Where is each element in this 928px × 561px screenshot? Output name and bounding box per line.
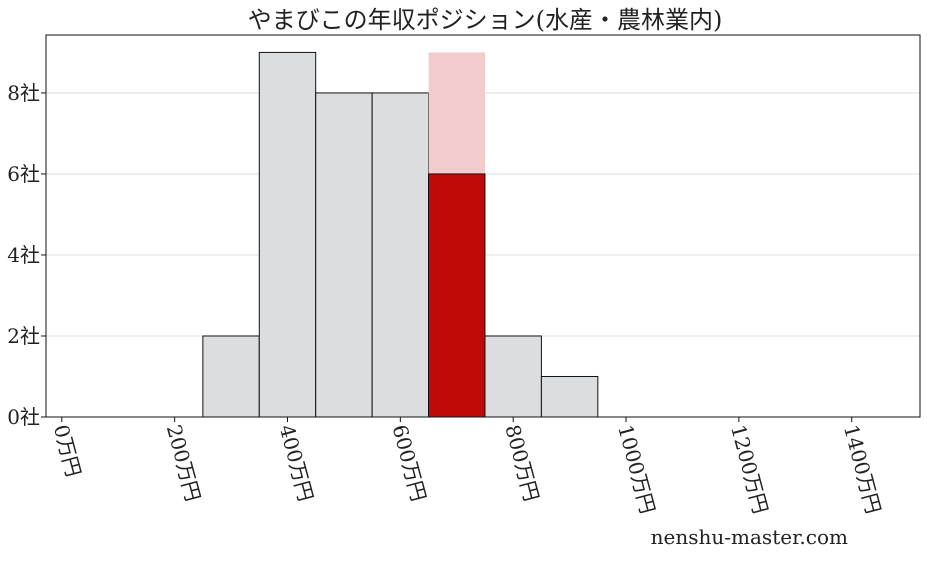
y-tick-label: 0社 (7, 405, 40, 429)
x-tick-label: 1000万円 (613, 422, 660, 516)
y-tick-label: 2社 (7, 324, 40, 348)
x-tick-label: 1200万円 (726, 422, 773, 516)
histogram-bar (540, 375, 599, 418)
highlighted-bar (428, 173, 486, 418)
x-tick-label: 200万円 (162, 422, 205, 504)
histogram-bar (371, 92, 430, 418)
histogram-bar (202, 335, 260, 418)
x-tick-label: 400万円 (275, 422, 318, 504)
x-tick-label: 800万円 (500, 422, 543, 504)
x-tick-label: 600万円 (388, 422, 431, 504)
y-tick-label: 4社 (7, 243, 40, 267)
histogram-bar (258, 51, 317, 418)
y-tick-label: 8社 (7, 81, 40, 105)
x-tick-label: 0万円 (49, 422, 86, 479)
histogram-bar (315, 92, 373, 418)
y-tick-label: 6社 (7, 162, 40, 186)
chart-title: やまびこの年収ポジション(水産・農林業内) (248, 6, 723, 34)
watermark: nenshu-master.com (651, 525, 848, 549)
x-tick-label: 1400万円 (839, 422, 886, 516)
plot-frame (45, 34, 921, 418)
histogram-bar (484, 335, 542, 418)
